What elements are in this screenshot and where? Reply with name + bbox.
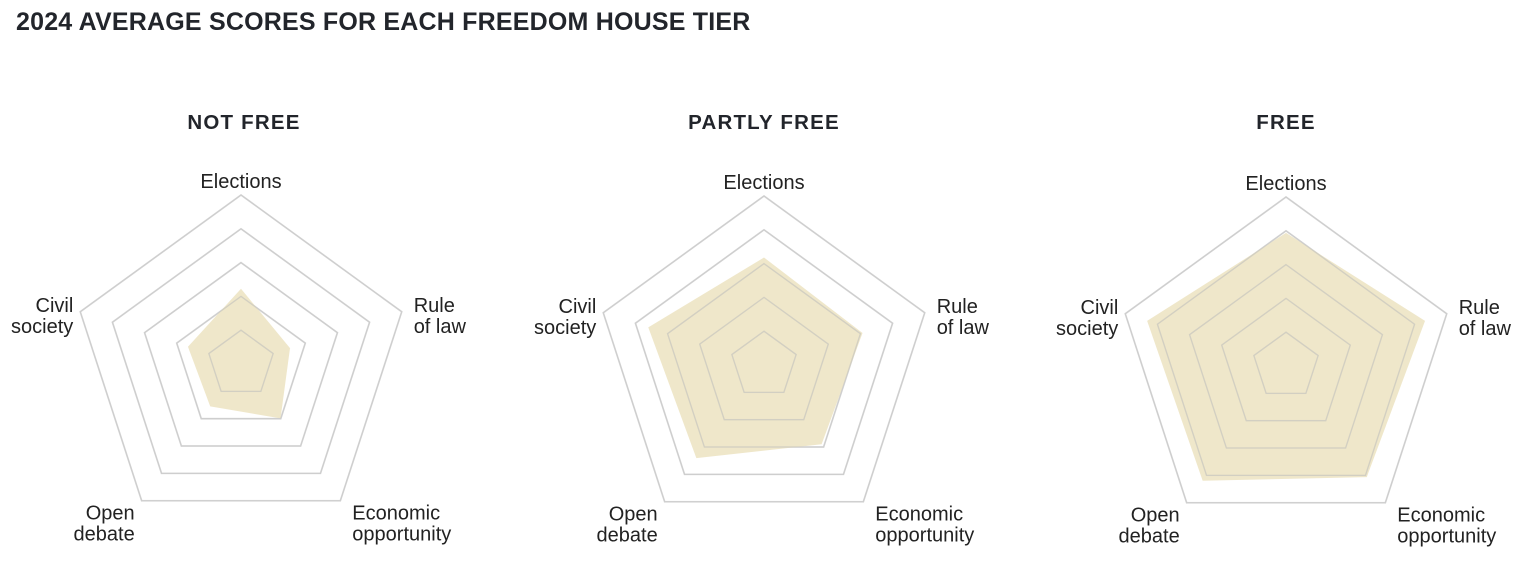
svg-text:debate: debate (597, 525, 658, 547)
svg-text:FREE: FREE (1256, 111, 1315, 134)
svg-text:Economic: Economic (875, 504, 963, 526)
svg-text:debate: debate (1119, 526, 1180, 548)
svg-text:Civil: Civil (559, 296, 597, 318)
svg-text:opportunity: opportunity (1397, 526, 1496, 548)
svg-text:society: society (1056, 318, 1118, 340)
svg-text:debate: debate (74, 524, 135, 546)
svg-text:NOT FREE: NOT FREE (187, 111, 300, 134)
svg-text:Rule: Rule (414, 295, 455, 317)
svg-text:of law: of law (937, 317, 990, 339)
svg-text:Open: Open (609, 504, 658, 526)
svg-text:Civil: Civil (36, 295, 74, 317)
svg-text:PARTLY FREE: PARTLY FREE (688, 111, 840, 134)
svg-text:Elections: Elections (1245, 173, 1326, 195)
svg-text:opportunity: opportunity (875, 525, 974, 547)
svg-text:Open: Open (1131, 505, 1180, 527)
svg-text:society: society (11, 316, 73, 338)
svg-text:of law: of law (414, 316, 467, 338)
svg-text:Civil: Civil (1081, 297, 1119, 319)
svg-text:Rule: Rule (1459, 297, 1500, 319)
svg-text:Open: Open (86, 503, 135, 525)
svg-text:opportunity: opportunity (352, 524, 451, 546)
svg-text:of law: of law (1459, 318, 1512, 340)
svg-text:Rule: Rule (937, 296, 978, 318)
svg-text:Elections: Elections (200, 171, 281, 193)
svg-text:Elections: Elections (723, 172, 804, 194)
svg-text:society: society (534, 317, 596, 339)
svg-text:Economic: Economic (1397, 505, 1485, 527)
svg-text:Economic: Economic (352, 503, 440, 525)
